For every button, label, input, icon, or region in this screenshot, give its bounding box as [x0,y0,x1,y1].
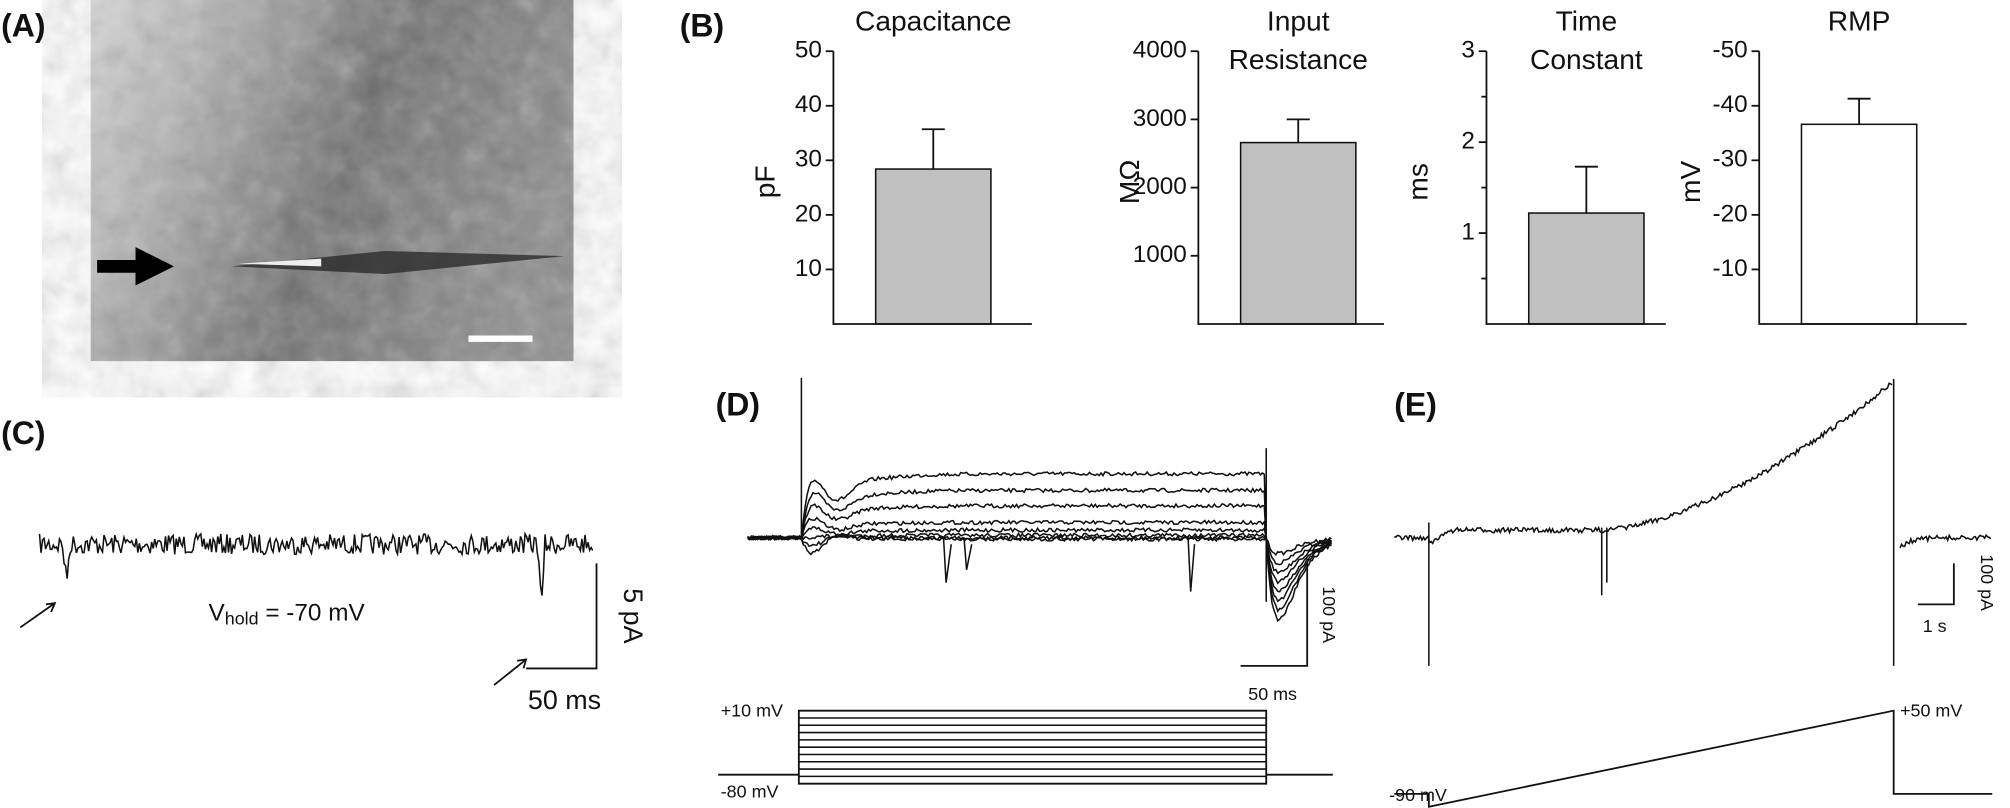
protocol [718,709,1333,785]
panel-e: 100 pA 1 s +50 mV -90 mV [1389,554,1997,808]
y-tick-label: 2000 [1133,173,1187,200]
panel-label: (E) [1394,387,1437,423]
panel-label: (B) [680,8,724,44]
y-tick-label: -30 [1713,146,1748,173]
y-tick-label: 20 [795,200,822,227]
scale-label: 50 ms [1248,684,1297,704]
y-tick-label: -10 [1713,255,1748,282]
chart-title: Time [1556,4,1618,36]
protocol [1394,709,1993,808]
y-tick-label: 30 [795,146,822,173]
trace [747,487,1332,566]
y-tick-label: 1 [1461,218,1475,245]
axis [1197,51,1385,325]
chart-title: RMP [1828,4,1891,36]
bar [1527,212,1645,325]
trace [747,525,1332,593]
voltage-label: -90 mV [1389,785,1447,805]
panel-c: 5 pA 50 ms Vhold = -70 mV [19,563,648,715]
annotation: hold [225,608,259,628]
panel-label: (A) [1,8,45,44]
panel-label: (C) [1,415,45,451]
micrograph [90,0,574,362]
trace [747,534,1333,613]
y-tick-label: -40 [1713,91,1748,118]
trace [38,531,594,596]
scale-label: 50 ms [528,685,601,715]
trace [1899,533,1992,549]
panel-d: 100 pA 50 ms +10 mV -80 mV [718,563,1339,801]
trace [1428,379,1895,666]
trace [800,377,1267,602]
annotation: Vhold = -70 mV [209,600,366,628]
scale-bar [526,563,598,670]
panel-label: (D) [716,387,760,423]
chart-title: Input [1267,4,1330,36]
y-axis-label: ms [1401,163,1433,201]
y-tick-label: 3000 [1133,105,1187,132]
annotation: = -70 mV [259,600,366,627]
voltage-label: -80 mV [721,781,779,801]
y-tick-label: 40 [795,91,822,118]
chart-title: Constant [1530,43,1643,75]
y-tick-label: 2 [1461,128,1475,155]
chart-title: Resistance [1229,43,1368,75]
y-tick-label: 1000 [1133,241,1187,268]
scale-bar [1240,563,1309,667]
y-axis-label: MΩ [1113,160,1145,205]
trace [747,531,1333,603]
y-tick-label: 10 [795,255,822,282]
trace [747,502,1332,575]
bar [1239,141,1357,325]
chart-title: Capacitance [855,4,1012,36]
bar [874,168,992,325]
scale-bar [1918,563,1955,606]
annotation: V [209,600,226,627]
trace [1394,382,1893,545]
scale-label: 5 pA [618,588,648,643]
trace [747,533,1332,623]
y-tick-label: 3 [1461,37,1475,64]
axis [832,51,1032,325]
scale-label: 100 pA [1977,554,1997,611]
arrow [19,602,528,686]
bar [1800,123,1918,325]
voltage-label: +10 mV [721,701,783,721]
y-axis-label: mV [1674,160,1706,202]
voltage-label: +50 mV [1900,701,1962,721]
trace [747,516,1332,585]
axis [1758,51,1967,325]
trace [746,470,1332,556]
y-tick-label: -20 [1713,200,1748,227]
scale-label: 1 s [1923,616,1947,636]
scale-label: 100 pA [1319,586,1339,643]
y-tick-label: -50 [1713,37,1748,64]
y-tick-label: 4000 [1133,37,1187,64]
y-axis-label: pF [748,165,780,198]
y-tick-label: 50 [795,37,822,64]
